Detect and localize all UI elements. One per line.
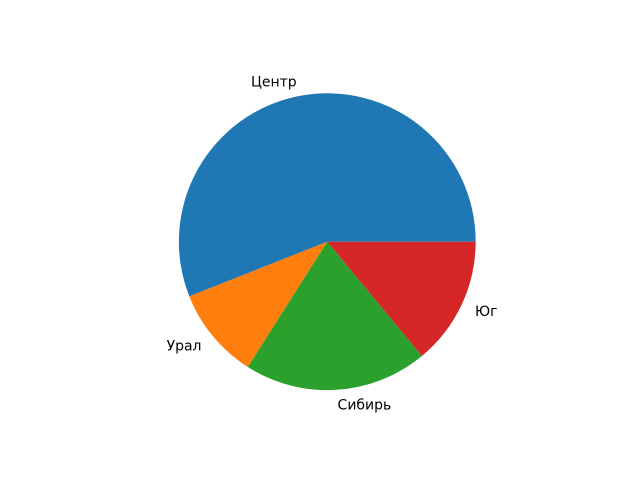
pie-slice-2 [189, 241, 328, 367]
pie-slice-label-4: Юг [475, 304, 497, 320]
pie-slice-3 [247, 241, 422, 391]
pie-slice-1 [178, 93, 476, 297]
pie-slice-label-1: Центр [251, 74, 297, 90]
pie-slice-4 [327, 241, 476, 357]
pie-slice-label-2: Урал [167, 339, 202, 355]
pie-slice-label-3: Сибирь [338, 398, 392, 414]
